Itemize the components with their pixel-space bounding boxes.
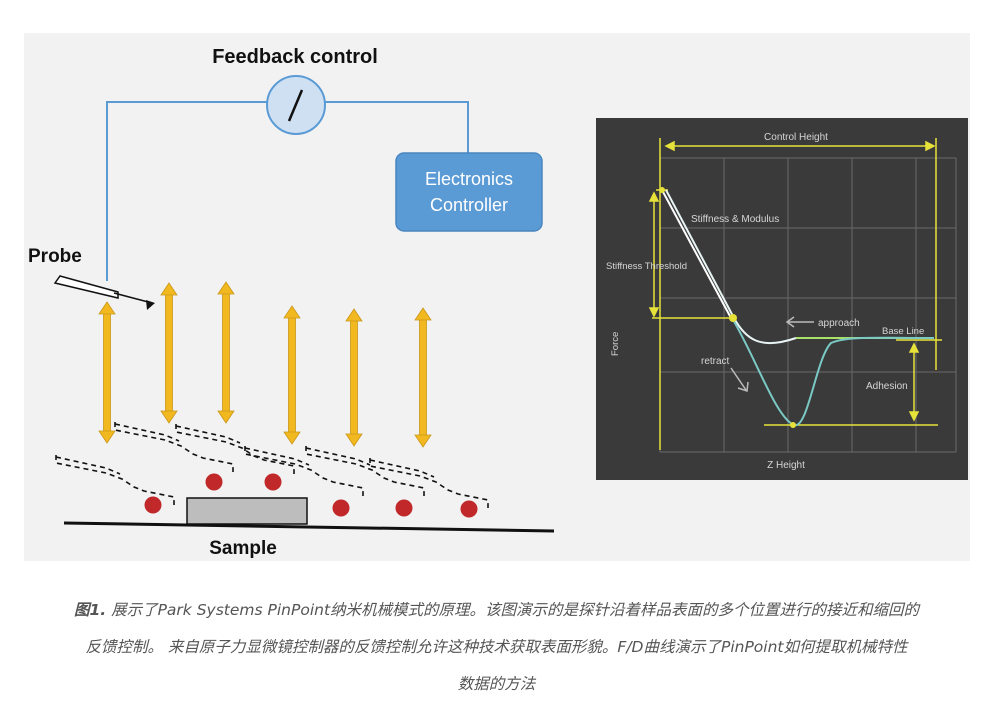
base-line-label: Base Line [882, 326, 924, 337]
force-distance-chart: Control Height Stiffness & Modulus Stiff… [596, 118, 968, 480]
contact-points [144, 473, 478, 518]
figure-panel: Feedback control Electronics Controller … [24, 33, 970, 561]
top-point [659, 187, 665, 193]
approach-label: approach [818, 318, 860, 329]
controller-label-line1: Electronics [425, 169, 513, 189]
contact-dot-5 [395, 499, 413, 517]
double-arrow-1 [98, 301, 116, 444]
probe-label: Probe [28, 246, 82, 267]
fd-grid [659, 157, 957, 453]
double-arrow-2 [160, 282, 178, 424]
caption-figure-label: 图1. [73, 601, 107, 619]
double-arrow-5 [345, 308, 363, 447]
control-height-label: Control Height [764, 132, 828, 143]
double-arrow-3 [217, 281, 235, 424]
dashed-cantilever-6 [369, 458, 489, 508]
electronics-controller-box [395, 152, 543, 232]
sample-feature-block [186, 497, 308, 525]
figure-caption: 图1. 展示了Park Systems PinPoint纳米机械模式的原理。该图… [10, 592, 983, 703]
contact-dot-1 [144, 496, 162, 514]
caption-line-3: 数据的方法 [457, 675, 536, 693]
caption-line-1: 图1. 展示了Park Systems PinPoint纳米机械模式的原理。该图… [10, 592, 983, 629]
stiffness-modulus-label: Stiffness & Modulus [691, 214, 779, 225]
caption-line-2: 反馈控制。 来自原子力显微镜控制器的反馈控制允许这种技术获取表面形貌。F/D曲线… [85, 638, 908, 656]
afm-diagram: Feedback control Electronics Controller … [28, 46, 555, 559]
caption-line1-text: 展示了Park Systems PinPoint纳米机械模式的原理。该图演示的是… [106, 601, 920, 619]
z-height-label: Z Height [767, 460, 805, 471]
adhesion-curve [731, 317, 935, 427]
retract-curve [661, 189, 732, 319]
adhesion-label: Adhesion [866, 381, 908, 392]
probe-cantilever [53, 275, 155, 310]
retract-arrow-icon [730, 367, 749, 393]
double-arrow-6 [414, 307, 432, 448]
dashed-cantilever-5 [305, 446, 425, 496]
feedback-wire-left [106, 101, 267, 281]
stiffness-threshold-label: Stiffness Threshold [606, 261, 687, 272]
sample-baseline [63, 521, 555, 533]
feedback-gauge-icon [266, 75, 326, 135]
contact-dot-2 [205, 473, 223, 491]
controller-label-line2: Controller [430, 195, 508, 215]
dashed-cantilever-4 [244, 446, 364, 496]
contact-dot-4 [332, 499, 350, 517]
feedback-wire-right [325, 101, 469, 155]
dashed-cantilever-positions [55, 422, 489, 508]
adhesion-min-point [790, 422, 796, 428]
approach-retract-arrows [98, 281, 432, 448]
fd-guides [648, 138, 942, 450]
retract-label: retract [701, 356, 730, 367]
dashed-cantilever-1 [55, 455, 175, 505]
threshold-point [729, 314, 737, 322]
double-arrow-4 [283, 305, 301, 445]
dashed-cantilever-3 [175, 424, 295, 474]
contact-dot-6 [460, 500, 478, 518]
sample-label: Sample [209, 538, 277, 559]
approach-arrow-icon [785, 316, 814, 328]
dashed-cantilever-2 [114, 422, 234, 472]
feedback-control-title: Feedback control [212, 46, 378, 68]
contact-dot-3 [264, 473, 282, 491]
force-axis-label: Force [610, 332, 621, 356]
